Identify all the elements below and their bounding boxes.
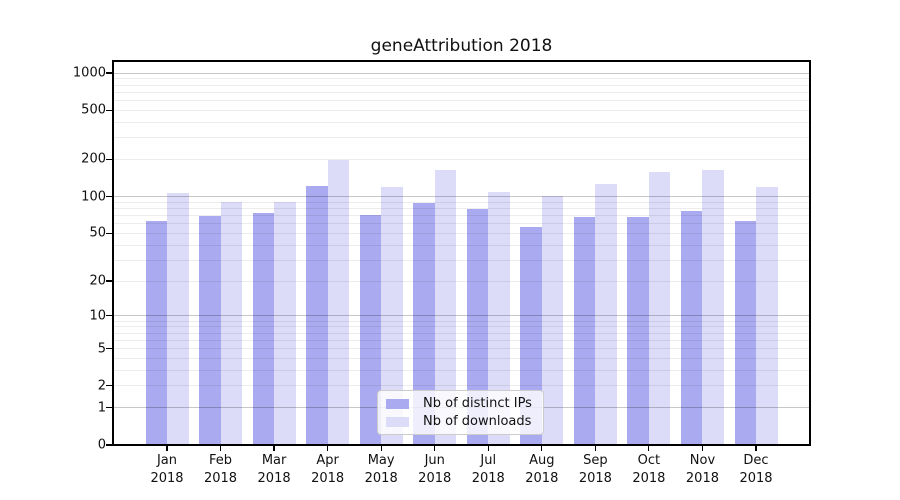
gridline-y-500: [113, 109, 810, 111]
x-tick-label-feb: Feb 2018: [203, 453, 238, 486]
gridline-y-900: [113, 78, 810, 80]
x-tick-oct: [648, 445, 650, 451]
x-tick-label-jul: Jul 2018: [471, 453, 505, 486]
gridline-y-300: [113, 137, 810, 139]
bar-downloads-jan: [167, 192, 189, 445]
y-tick-5: [106, 347, 113, 350]
x-tick-label-jan: Jan 2018: [150, 453, 184, 486]
bar-downloads-aug: [541, 195, 564, 445]
x-tick-label-aug: Aug 2018: [525, 453, 559, 486]
y-tick-2: [106, 385, 113, 387]
x-tick-label-apr: Apr 2018: [311, 453, 345, 486]
bar-distinct-ips-feb: [199, 216, 221, 445]
x-tick-jan: [166, 445, 168, 451]
bar-downloads-dec: [756, 186, 778, 445]
y-tick-label-10: 10: [89, 308, 106, 324]
y-tick-label-500: 500: [81, 102, 106, 118]
bar-distinct-ips-mar: [252, 213, 275, 445]
bar-distinct-ips-jun: [413, 203, 435, 445]
x-tick-jul: [487, 445, 489, 451]
bar-downloads-nov: [702, 170, 724, 445]
x-tick-label-sep: Sep 2018: [578, 453, 612, 486]
x-tick-nov: [701, 445, 704, 451]
x-tick-label-dec: Dec 2018: [739, 453, 773, 486]
bar-distinct-ips-oct: [627, 217, 649, 445]
bar-downloads-mar: [274, 201, 296, 445]
y-tick-10: [106, 315, 113, 317]
x-tick-label-jun: Jun 2018: [418, 453, 452, 486]
y-tick-1: [106, 407, 113, 409]
plot-area: Nb of distinct IPs Nb of downloads: [112, 60, 811, 446]
y-tick-50: [106, 232, 113, 234]
x-tick-label-oct: Oct 2018: [632, 453, 666, 486]
bar-downloads-apr: [327, 159, 350, 445]
gridline-y-400: [113, 121, 810, 123]
y-tick-0: [106, 444, 113, 446]
bar-distinct-ips-apr: [306, 185, 328, 445]
x-tick-mar: [273, 445, 275, 451]
y-tick-label-2: 2: [97, 378, 106, 394]
legend-item-downloads: Nb of downloads: [386, 414, 539, 429]
legend-label-downloads: Nb of downloads: [423, 414, 532, 429]
y-tick-label-1000: 1000: [72, 65, 106, 81]
legend-swatch-distinct-ips-icon: [386, 398, 409, 409]
bar-downloads-sep: [595, 184, 617, 445]
gridline-y-200: [113, 158, 810, 160]
legend-swatch-downloads-icon: [386, 416, 409, 427]
gridline-y-800: [113, 84, 810, 86]
x-tick-apr: [327, 445, 329, 451]
y-tick-100: [106, 195, 113, 198]
bar-distinct-ips-dec: [734, 221, 756, 445]
y-tick-label-100: 100: [81, 189, 106, 204]
gridline-y-600: [113, 99, 810, 101]
x-tick-label-mar: Mar 2018: [257, 453, 291, 486]
gridline-y-1000: [113, 72, 810, 74]
x-tick-sep: [594, 445, 596, 451]
bar-downloads-may: [381, 186, 403, 445]
x-tick-label-nov: Nov 2018: [685, 453, 719, 486]
y-tick-label-20: 20: [89, 273, 106, 289]
bar-distinct-ips-jan: [145, 221, 167, 445]
x-tick-label-may: May 2018: [364, 453, 398, 486]
legend-item-distinct-ips: Nb of distinct IPs: [386, 396, 539, 411]
x-tick-aug: [541, 445, 543, 451]
y-tick-1000: [106, 72, 113, 74]
bar-downloads-jun: [434, 170, 457, 445]
bar-distinct-ips-jul: [466, 209, 489, 445]
legend-label-distinct-ips: Nb of distinct IPs: [423, 396, 532, 411]
y-tick-label-1: 1: [97, 400, 106, 416]
y-tick-200: [106, 158, 113, 161]
x-tick-feb: [219, 445, 222, 451]
bar-downloads-feb: [220, 201, 243, 445]
x-tick-may: [380, 445, 382, 451]
y-tick-label-5: 5: [97, 341, 106, 357]
x-tick-jun: [434, 445, 436, 451]
bar-distinct-ips-nov: [680, 211, 703, 445]
chart-title: geneAttribution 2018: [370, 36, 553, 56]
y-tick-label-50: 50: [89, 225, 106, 241]
legend: Nb of distinct IPs Nb of downloads: [377, 390, 544, 435]
y-tick-label-200: 200: [81, 151, 106, 167]
bar-distinct-ips-sep: [573, 217, 596, 445]
gridline-y-700: [113, 91, 810, 93]
bar-downloads-oct: [648, 172, 671, 445]
bar-downloads-jul: [488, 192, 510, 445]
x-tick-dec: [755, 445, 757, 451]
y-tick-500: [106, 109, 113, 111]
y-tick-label-0: 0: [97, 437, 106, 453]
bar-distinct-ips-may: [359, 215, 382, 445]
y-tick-20: [106, 280, 113, 282]
